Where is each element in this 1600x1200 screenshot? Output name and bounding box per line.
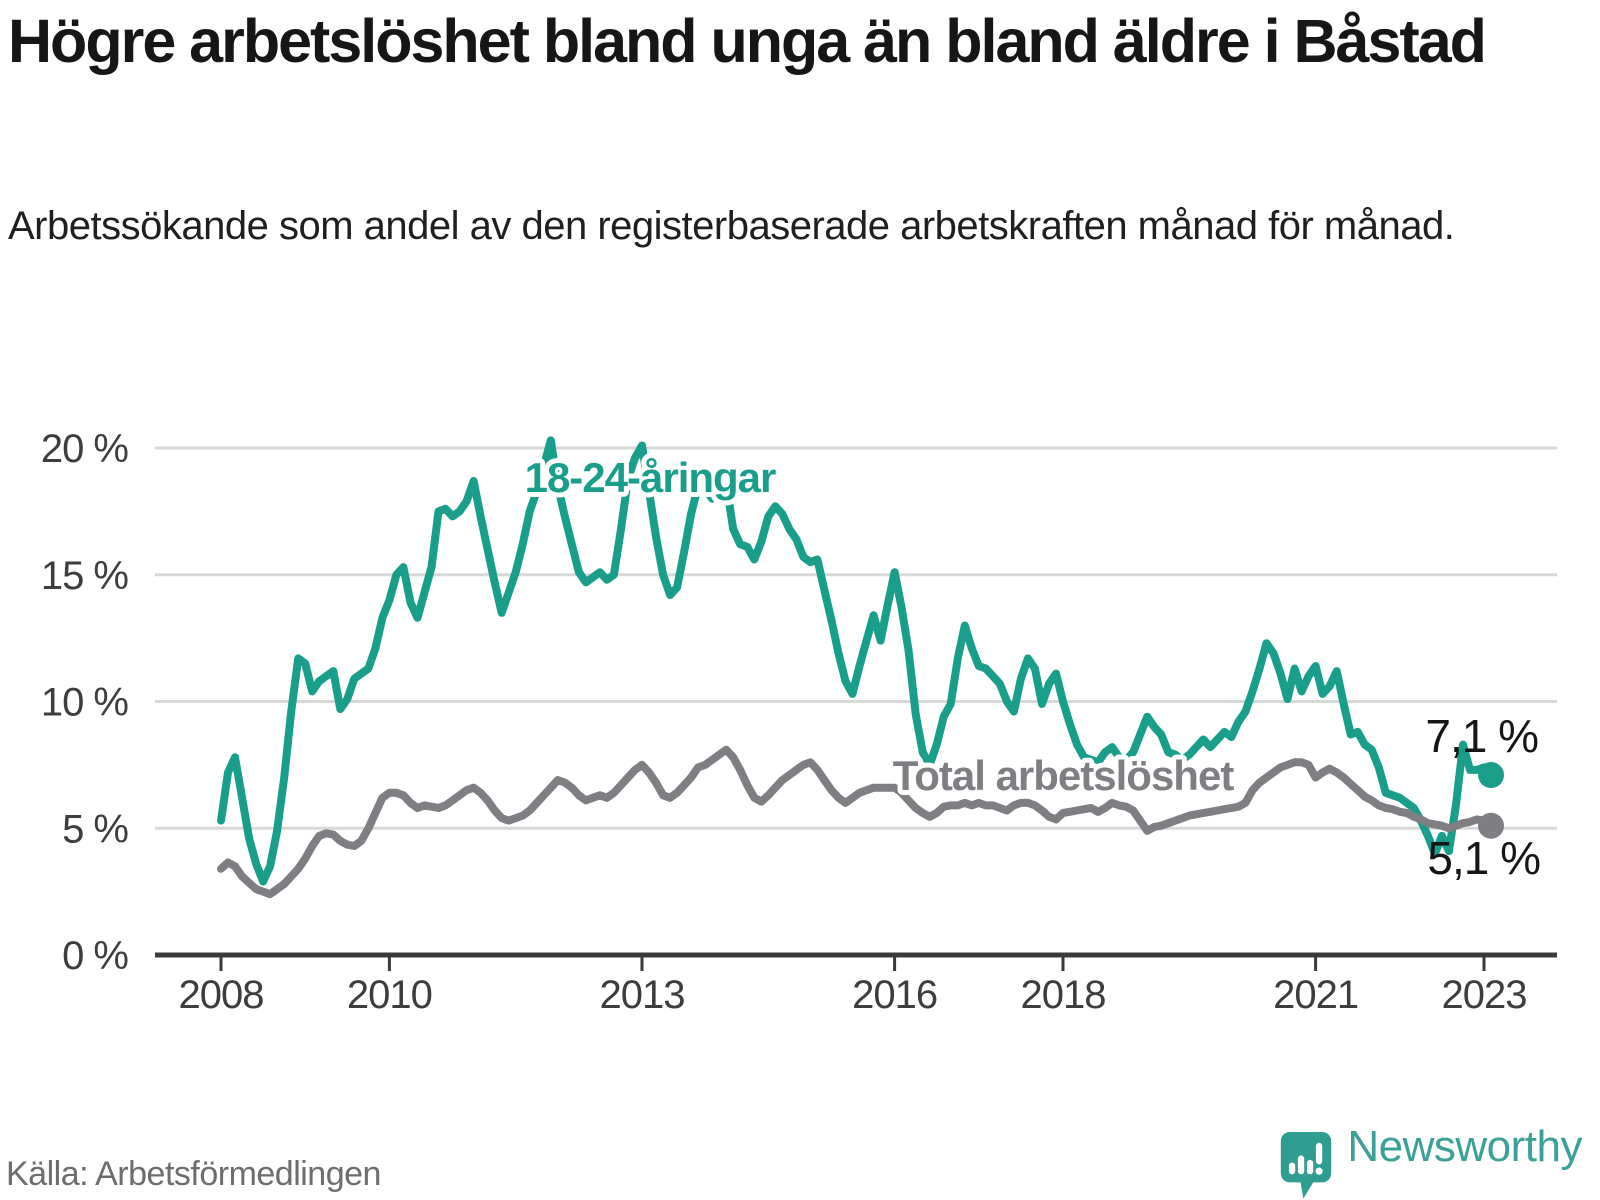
youth-end-dot [1478,762,1505,789]
series-annotations: 18-24-åringar Total arbetslöshet 7,1 % 5,1 … [520,449,1541,884]
x-tick-label: 2021 [1273,973,1358,1017]
newsworthy-bubble-chart-icon [1281,1132,1332,1199]
axis-labels: 0 % 5 % 10 % 15 % 20 % 2008 2010 2013 2016 2018 20… [41,427,1528,1017]
y-tick-label: 20 % [41,427,129,471]
x-tick-label: 2013 [600,973,685,1017]
x-tick-label: 2008 [179,973,264,1017]
x-axis [155,952,1557,971]
youth-end-value: 7,1 % [1425,710,1538,762]
total-series-label: Total arbetslöshet [893,752,1235,799]
brand-name: Newsworthy [1347,1122,1582,1171]
total-end-dot [1478,812,1505,839]
youth-series-label: 18-24-åringar [525,454,776,501]
source-note: Källa: Arbetsförmedlingen [6,1155,381,1193]
total-end-value: 5,1 % [1427,832,1540,884]
gridlines [155,446,1557,830]
y-tick-label: 0 % [62,934,128,978]
chart-subtitle: Arbetssökande som andel av den registerb… [8,204,1455,248]
data-lines [217,436,1505,899]
x-tick-label: 2023 [1442,973,1527,1017]
y-tick-label: 5 % [62,807,128,851]
y-tick-label: 15 % [41,554,129,598]
y-tick-label: 10 % [41,681,129,725]
x-tick-label: 2016 [852,973,937,1017]
total-line [217,745,1495,899]
page-title: Högre arbetslöshet bland unga än bland ä… [8,7,1487,75]
newsworthy-logo: Newsworthy [1279,1122,1582,1200]
x-tick-label: 2010 [347,973,432,1017]
x-tick-label: 2018 [1021,973,1106,1017]
youth-line [217,436,1495,886]
